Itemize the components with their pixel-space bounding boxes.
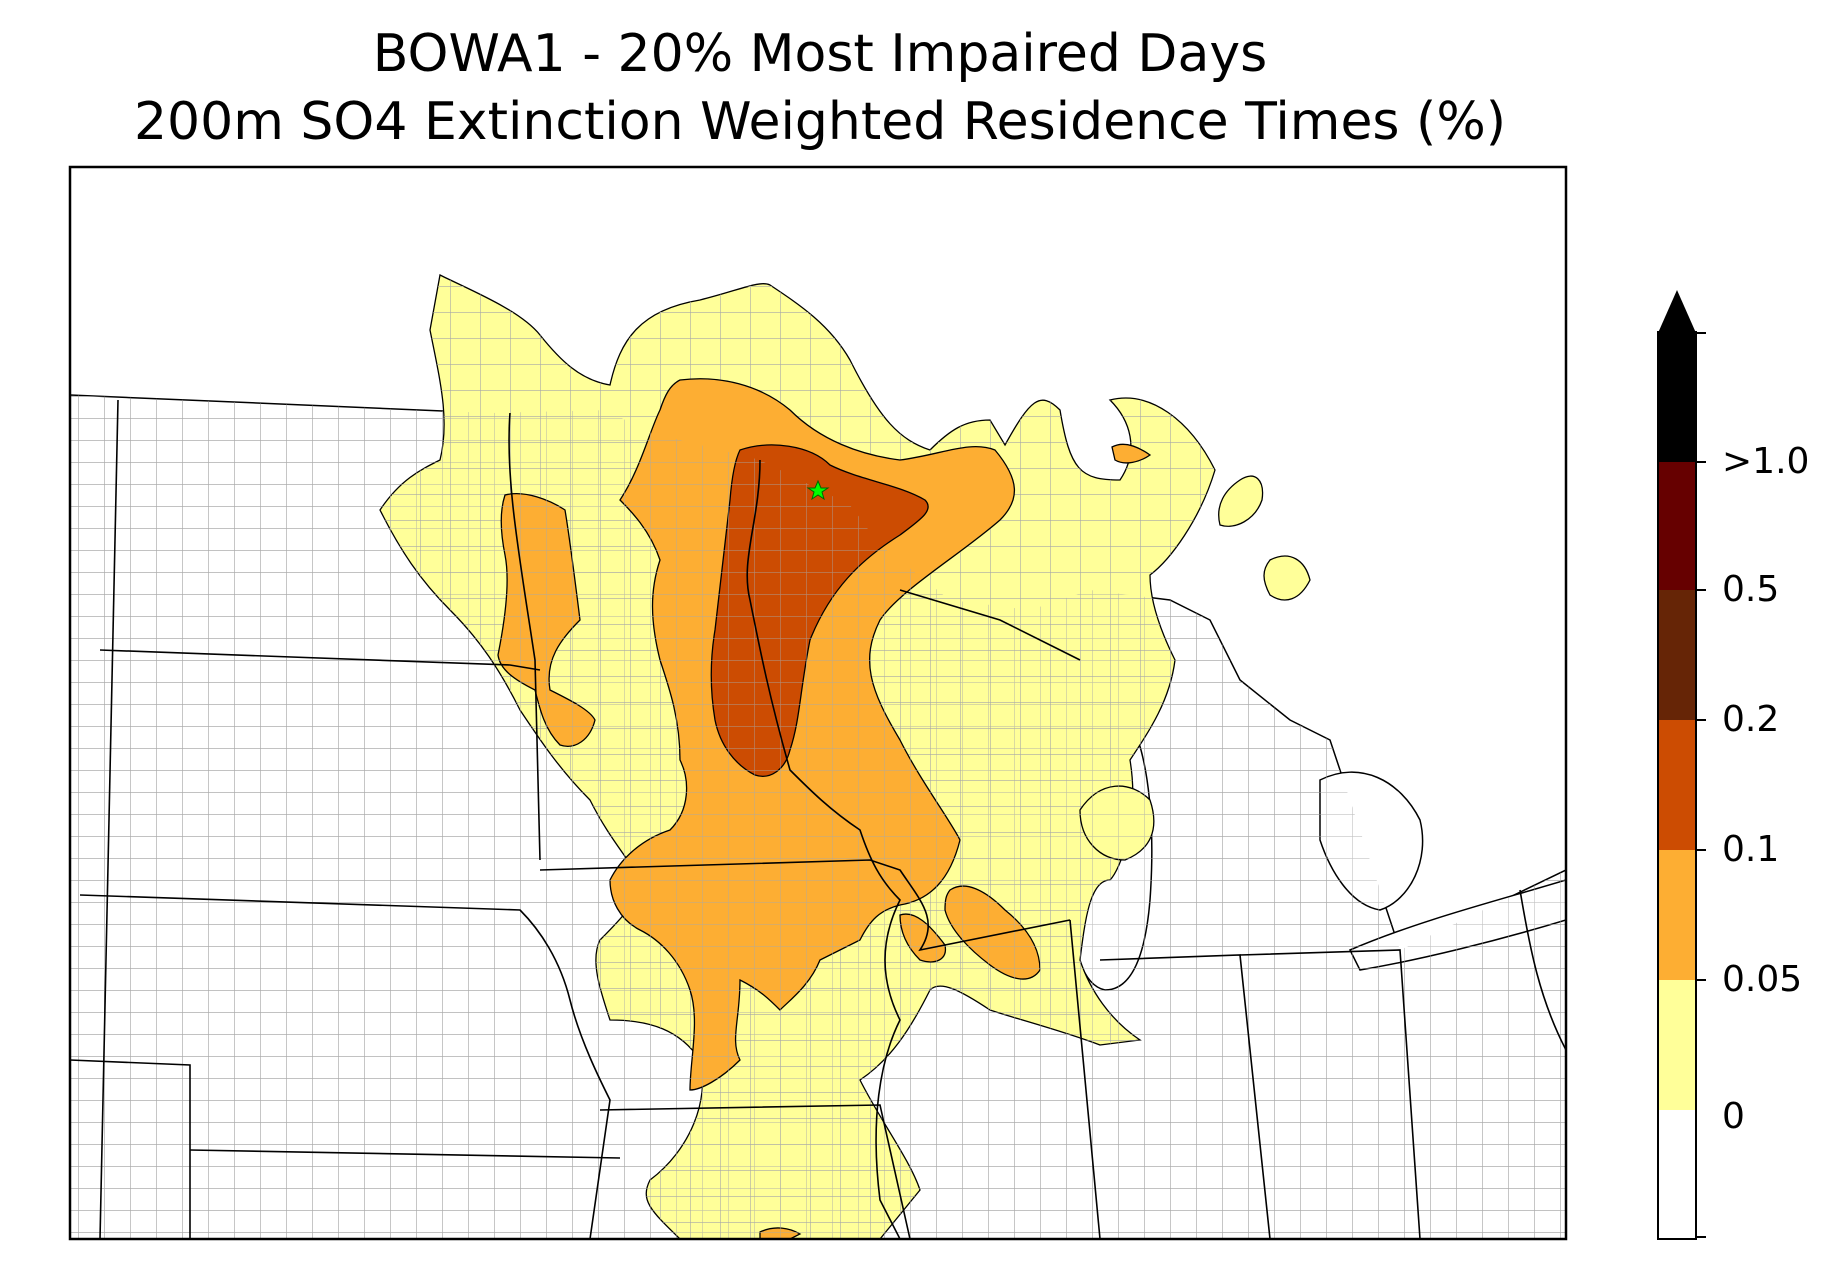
colorbar-bin-0 <box>1658 1109 1696 1239</box>
site-marker-star <box>806 479 830 501</box>
colorbar-bin-1 <box>1658 980 1696 1110</box>
colorbar-label-0.05: 0.05 <box>1722 959 1803 1000</box>
colorbar-bin-3 <box>1658 720 1696 850</box>
colorbar-label-0.5: 0.5 <box>1722 569 1780 610</box>
colorbar-outline <box>1657 331 1697 1240</box>
colorbar-bin-5 <box>1658 460 1696 590</box>
colorbar-label-0: 0 <box>1722 1096 1745 1137</box>
contour-tiny-orange <box>1111 443 1152 464</box>
colorbar-bin-6 <box>1658 332 1696 462</box>
contour-island-2 <box>1263 555 1311 601</box>
map-title-line2: 200m SO4 Extinction Weighted Residence T… <box>133 92 1507 152</box>
colorbar-label-1.0: >1.0 <box>1722 441 1810 482</box>
contour-island-1 <box>1218 475 1264 527</box>
colorbar-label-0.2: 0.2 <box>1722 699 1780 740</box>
map-frame <box>68 165 1568 1241</box>
colorbar-bin-4 <box>1658 590 1696 720</box>
colorbar-label-0.1: 0.1 <box>1722 829 1780 870</box>
county-lines-overlay <box>70 395 1566 1239</box>
map-title-line1: BOWA1 - 20% Most Impaired Days <box>372 24 1268 84</box>
colorbar-bin-2 <box>1658 850 1696 980</box>
colorbar-extend-arrow <box>1658 290 1696 333</box>
colorbar <box>1657 290 1706 1240</box>
state-boundaries <box>70 399 1566 1239</box>
